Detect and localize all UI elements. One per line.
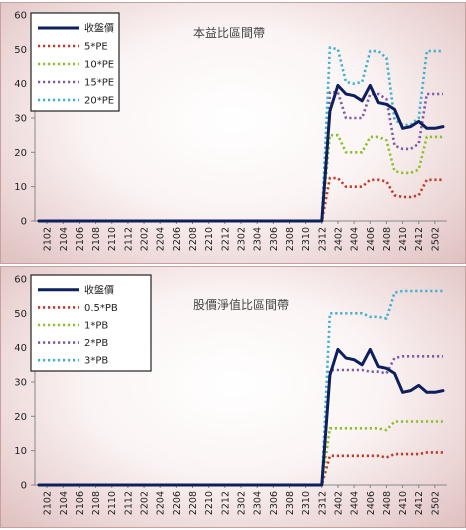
series-line-0 bbox=[37, 83, 445, 223]
x-tick-label: 2204 bbox=[156, 227, 167, 251]
x-tick-label: 2410 bbox=[398, 491, 409, 515]
x-tick-label: 2302 bbox=[237, 491, 248, 515]
series-line-1 bbox=[39, 176, 443, 223]
x-tick-label: 2304 bbox=[253, 491, 264, 515]
x-tick-label: 2402 bbox=[333, 227, 344, 251]
x-tick-label: 2108 bbox=[91, 491, 102, 515]
x-tick-label: 2502 bbox=[430, 491, 441, 515]
y-tick-label: 30 bbox=[14, 114, 27, 125]
series-line-2 bbox=[39, 420, 443, 487]
legend-label-1: 0.5*PB bbox=[84, 303, 118, 314]
legend-label-2: 10*PE bbox=[84, 60, 114, 71]
y-tick-label: 60 bbox=[14, 275, 27, 286]
y-tick-label: 60 bbox=[14, 11, 27, 22]
x-tick-label: 2412 bbox=[414, 227, 425, 251]
x-tick-label: 2412 bbox=[414, 491, 425, 515]
x-tick-label: 2112 bbox=[123, 227, 134, 251]
x-tick-label: 2312 bbox=[317, 227, 328, 251]
y-tick-label: 20 bbox=[14, 412, 27, 423]
chart-title: 股價淨值比區間帶 bbox=[193, 297, 289, 312]
x-tick-label: 2408 bbox=[382, 227, 393, 251]
x-tick-label: 2212 bbox=[220, 227, 231, 251]
y-tick-label: 50 bbox=[14, 45, 27, 56]
x-tick-label: 2202 bbox=[140, 227, 151, 251]
x-tick-label: 2210 bbox=[204, 227, 215, 251]
series-line-3 bbox=[39, 91, 443, 223]
y-tick-label: 10 bbox=[14, 446, 27, 457]
x-tick-label: 2208 bbox=[188, 491, 199, 515]
series-line-0 bbox=[37, 347, 445, 487]
x-tick-label: 2102 bbox=[43, 491, 54, 515]
y-tick-label: 10 bbox=[14, 182, 27, 193]
pe-band-chart: 0 10 20 30 40 50 60 2102 2104 2106 2108 2110 2112 220… bbox=[14, 11, 447, 251]
legend-label-3: 2*PB bbox=[84, 338, 108, 349]
legend-label-0: 收盤價 bbox=[84, 283, 114, 296]
pb-band-chart-panel: 0 10 20 30 40 50 60 2102 2104 2106 2108 2110 2112 220… bbox=[0, 266, 466, 528]
x-tick-label: 2402 bbox=[333, 491, 344, 515]
x-tick-label: 2106 bbox=[75, 491, 86, 515]
x-tick-label: 2212 bbox=[220, 491, 231, 515]
y-tick-label: 50 bbox=[14, 309, 27, 320]
x-tick-label: 2204 bbox=[156, 491, 167, 515]
x-tick-label: 2304 bbox=[253, 227, 264, 251]
x-tick-label: 2408 bbox=[382, 491, 393, 515]
x-tick-label: 2110 bbox=[107, 227, 118, 251]
x-tick-label: 2302 bbox=[237, 227, 248, 251]
x-tick-label: 2306 bbox=[269, 227, 280, 251]
y-tick-label: 0 bbox=[21, 481, 27, 492]
legend: 收盤價 0.5*PB 1*PB 2*PB 3*PB bbox=[30, 274, 152, 372]
x-tick-label: 2308 bbox=[285, 491, 296, 515]
x-tick-label: 2404 bbox=[350, 227, 361, 251]
series-line-1 bbox=[39, 451, 443, 487]
x-tick-label: 2208 bbox=[188, 227, 199, 251]
x-tick-label: 2110 bbox=[107, 491, 118, 515]
y-tick-label: 20 bbox=[14, 148, 27, 159]
pe-band-chart-panel: 0 10 20 30 40 50 60 2102 2104 2106 2108 2110 2112 220… bbox=[0, 2, 466, 264]
legend: 收盤價 5*PE 10*PE 15*PE 20*PE bbox=[30, 12, 120, 112]
y-tick-label: 40 bbox=[14, 343, 27, 354]
x-tick-label: 2308 bbox=[285, 227, 296, 251]
x-tick-label: 2502 bbox=[430, 227, 441, 251]
x-tick-label: 2206 bbox=[172, 227, 183, 251]
x-tick-label: 2102 bbox=[43, 227, 54, 251]
legend-label-2: 1*PB bbox=[84, 321, 108, 332]
series-line-2 bbox=[39, 133, 443, 223]
x-tick-label: 2306 bbox=[269, 491, 280, 515]
x-tick-label: 2410 bbox=[398, 227, 409, 251]
x-tick-label: 2406 bbox=[366, 491, 377, 515]
x-tick-label: 2104 bbox=[59, 227, 70, 251]
legend-label-1: 5*PE bbox=[84, 42, 108, 53]
x-tick-label: 2406 bbox=[366, 227, 377, 251]
legend-label-4: 20*PE bbox=[84, 96, 114, 107]
x-tick-label: 2104 bbox=[59, 491, 70, 515]
x-tick-label: 2404 bbox=[350, 491, 361, 515]
x-tick-label: 2206 bbox=[172, 491, 183, 515]
x-tick-label: 2312 bbox=[317, 491, 328, 515]
y-tick-label: 30 bbox=[14, 378, 27, 389]
legend-label-3: 15*PE bbox=[84, 78, 114, 89]
x-tick-label: 2210 bbox=[204, 491, 215, 515]
x-tick-label: 2310 bbox=[301, 491, 312, 515]
series-line-3 bbox=[39, 355, 443, 487]
x-tick-label: 2310 bbox=[301, 227, 312, 251]
x-tick-label: 2202 bbox=[140, 491, 151, 515]
y-tick-label: 40 bbox=[14, 79, 27, 90]
x-tick-label: 2108 bbox=[91, 227, 102, 251]
x-tick-label: 2106 bbox=[75, 227, 86, 251]
legend-label-0: 收盤價 bbox=[84, 22, 114, 35]
chart-title: 本益比區間帶 bbox=[193, 26, 265, 40]
pb-band-chart: 0 10 20 30 40 50 60 2102 2104 2106 2108 2110 2112 220… bbox=[14, 274, 447, 515]
y-tick-label: 0 bbox=[21, 217, 27, 228]
x-tick-label: 2112 bbox=[123, 491, 134, 515]
legend-label-4: 3*PB bbox=[84, 356, 108, 367]
